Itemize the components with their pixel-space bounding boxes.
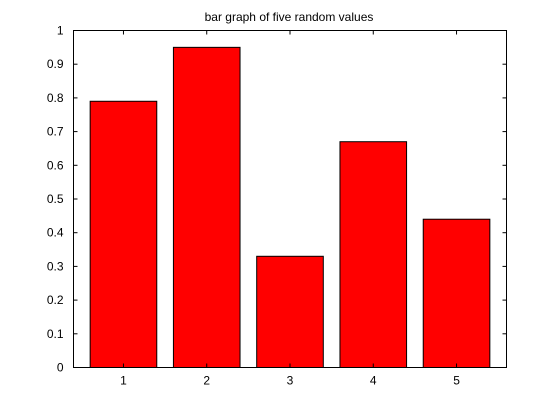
y-tick-label: 0.1 xyxy=(47,327,64,341)
bar-3 xyxy=(256,255,324,369)
y-tick-label: 0.5 xyxy=(47,192,64,206)
bar-1 xyxy=(89,100,158,369)
bar-2 xyxy=(172,46,241,368)
x-tick-label: 3 xyxy=(287,374,294,388)
x-tick-label: 1 xyxy=(120,374,127,388)
bar-4 xyxy=(339,141,408,368)
y-tick-label: 0.2 xyxy=(47,293,64,307)
bars-group xyxy=(89,46,491,369)
y-tick-label: 0.8 xyxy=(47,91,64,105)
y-tick-label: 0.3 xyxy=(47,259,64,273)
y-tick-label: 1 xyxy=(57,24,64,38)
y-axis: 0 0.1 0.2 0.3 0.4 0.5 0.6 0.7 0.8 0.9 1 xyxy=(47,24,507,375)
x-tick-label: 2 xyxy=(203,374,210,388)
x-axis: 1 2 3 4 5 xyxy=(120,30,460,388)
y-tick-label: 0.9 xyxy=(47,57,64,71)
y-tick-label: 0.4 xyxy=(47,226,64,240)
bar-5 xyxy=(422,218,491,368)
x-tick-label: 5 xyxy=(453,374,460,388)
chart-title: bar graph of five random values xyxy=(205,10,374,24)
x-tick-label: 4 xyxy=(370,374,377,388)
y-tick-label: 0.6 xyxy=(47,158,64,172)
y-tick-label: 0.7 xyxy=(47,125,64,139)
y-tick-label: 0 xyxy=(57,361,64,375)
